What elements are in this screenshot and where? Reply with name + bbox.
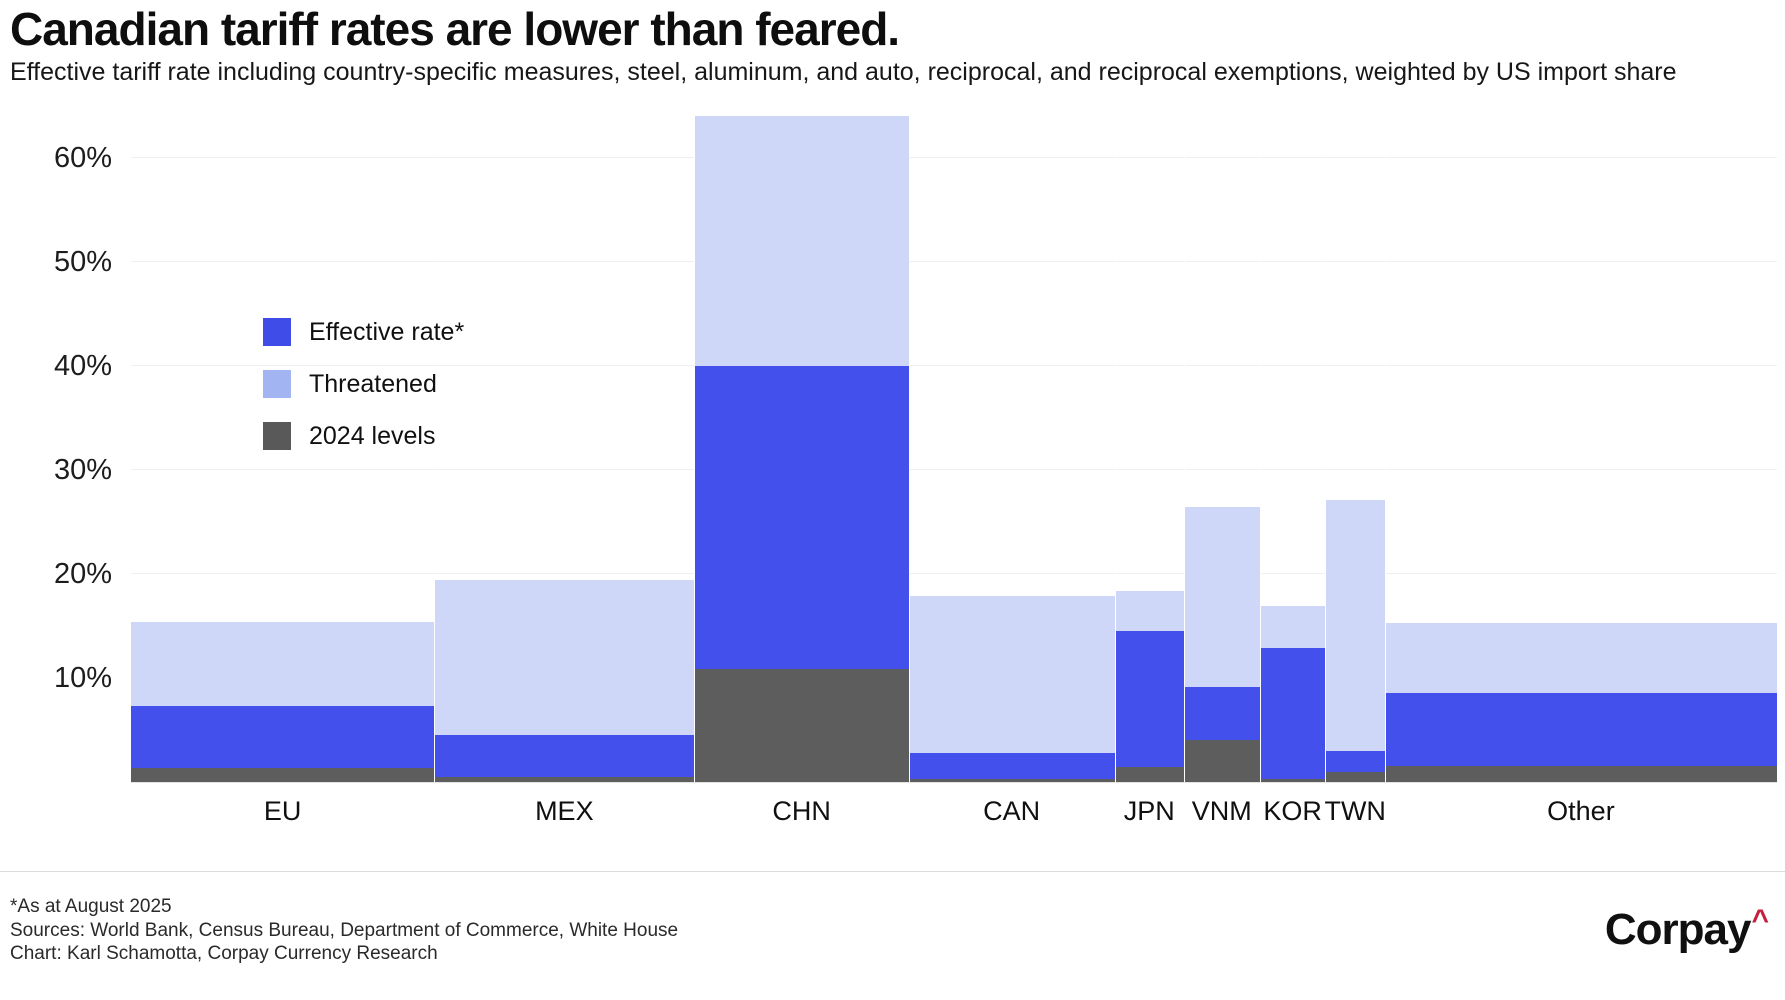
bar-segment-VNM-2024-levels [1184, 740, 1260, 782]
legend-item-2024-levels: 2024 levels [263, 422, 464, 450]
x-label-KOR: KOR [1263, 796, 1322, 826]
footnote-credit: Chart: Karl Schamotta, Corpay Currency R… [10, 943, 438, 964]
legend-item-effective-rate: Effective rate* [263, 318, 464, 346]
bars-container [131, 100, 1777, 782]
bar-segment-KOR-threatened [1260, 606, 1326, 648]
bar-VNM [1183, 100, 1260, 782]
bar-segment-KOR-2024-levels [1260, 778, 1326, 782]
footnote-as-at: *As at August 2025 [10, 896, 172, 917]
bar-segment-VNM-threatened [1184, 507, 1260, 688]
bar-segment-JPN-threatened [1115, 590, 1184, 632]
legend-swatch-2024-levels [263, 422, 291, 450]
bar-segment-CHN-threatened [695, 116, 909, 367]
x-label-CHN: CHN [772, 796, 831, 826]
bar-segment-TWN-effective-rate [1326, 750, 1385, 772]
bar-segment-MEX-2024-levels [435, 776, 695, 782]
y-tick-label-50: 50% [53, 246, 112, 278]
bar-segment-TWN-threatened [1326, 500, 1385, 751]
x-label-TWN: TWN [1324, 796, 1386, 826]
y-tick-label-20: 20% [53, 558, 112, 590]
bar-JPN [1114, 100, 1184, 782]
y-tick-label-60: 60% [53, 142, 112, 174]
legend-item-threatened: Threatened [263, 370, 464, 398]
x-label-CAN: CAN [983, 796, 1041, 826]
bar-segment-Other-effective-rate [1385, 692, 1777, 767]
x-label-VNM: VNM [1191, 796, 1252, 826]
bar-Other [1384, 100, 1777, 782]
legend-swatch-threatened [263, 370, 291, 398]
bar-MEX [434, 100, 695, 782]
legend-label-effective-rate: Effective rate* [309, 317, 465, 346]
bar-segment-MEX-threatened [435, 580, 695, 736]
bar-segment-CAN-effective-rate [909, 752, 1115, 779]
gridline-60 [131, 157, 1777, 158]
bar-segment-EU-threatened [131, 621, 435, 707]
legend: Effective rate* Threatened 2024 levels [263, 318, 464, 474]
bar-segment-JPN-effective-rate [1115, 631, 1184, 768]
chart-title: Canadian tariff rates are lower than fea… [10, 3, 900, 55]
bar-segment-EU-effective-rate [131, 706, 435, 769]
bar-segment-EU-2024-levels [131, 768, 435, 782]
bar-segment-MEX-effective-rate [435, 735, 695, 777]
footnote-sources: Sources: World Bank, Census Bureau, Depa… [10, 919, 679, 941]
bar-segment-VNM-effective-rate [1184, 687, 1260, 741]
bar-segment-Other-2024-levels [1385, 766, 1777, 782]
bar-segment-CHN-2024-levels [695, 668, 909, 782]
gridline-20 [131, 573, 1777, 574]
bar-KOR [1259, 100, 1326, 782]
legend-label-2024-levels: 2024 levels [309, 421, 436, 450]
footer-notes: *As at August 2025 Sources: World Bank, … [10, 895, 678, 966]
bar-CAN [908, 100, 1115, 782]
x-label-Other: Other [1547, 796, 1615, 826]
gridline-30 [131, 469, 1777, 470]
x-label-JPN: JPN [1123, 796, 1175, 826]
corpay-logo-caret: ^ [1751, 904, 1769, 937]
legend-label-threatened: Threatened [309, 369, 437, 398]
plot-area [131, 100, 1777, 782]
x-label-MEX: MEX [535, 796, 594, 826]
corpay-logo: Corpay^ [1604, 904, 1769, 955]
bar-segment-TWN-2024-levels [1326, 771, 1385, 782]
x-axis-baseline [131, 782, 1777, 783]
footer-divider [0, 871, 1785, 872]
y-axis: 10% 20% 30% 40% 50% 60% [0, 0, 112, 1000]
bar-TWN [1325, 100, 1385, 782]
bar-segment-CHN-effective-rate [695, 366, 909, 669]
y-tick-label-30: 30% [53, 454, 112, 486]
gridline-50 [131, 261, 1777, 262]
bar-segment-CAN-threatened [909, 595, 1115, 753]
y-tick-label-40: 40% [53, 350, 112, 382]
chart-subtitle: Effective tariff rate including country-… [10, 58, 1677, 86]
bar-CHN [694, 100, 909, 782]
legend-swatch-effective-rate [263, 318, 291, 346]
y-tick-label-10: 10% [53, 662, 112, 694]
bar-segment-CAN-2024-levels [909, 778, 1115, 782]
corpay-logo-text: Corpay [1604, 905, 1752, 954]
bar-EU [131, 100, 435, 782]
gridline-40 [131, 365, 1777, 366]
bar-segment-Other-threatened [1385, 622, 1777, 693]
x-axis-labels: EU MEX CHN CAN JPN VNM KOR TWN Other [131, 796, 1777, 830]
bar-segment-KOR-effective-rate [1260, 647, 1326, 779]
bar-segment-JPN-2024-levels [1115, 767, 1184, 782]
x-label-EU: EU [263, 796, 302, 826]
